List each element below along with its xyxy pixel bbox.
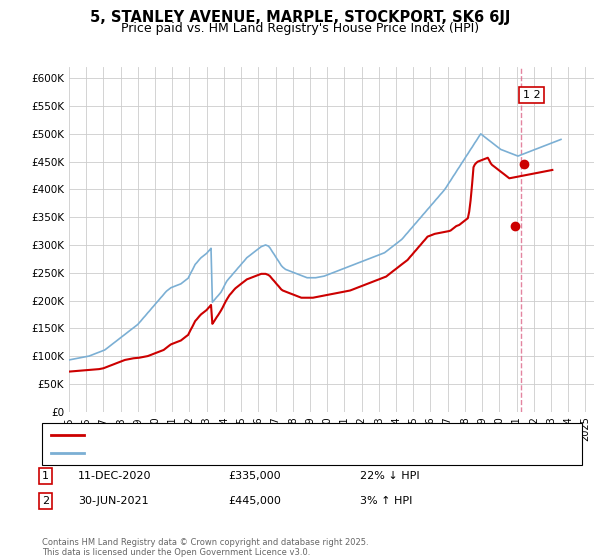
Text: 30-JUN-2021: 30-JUN-2021 <box>78 496 149 506</box>
Text: 3% ↑ HPI: 3% ↑ HPI <box>360 496 412 506</box>
Text: 1 2: 1 2 <box>523 90 540 100</box>
Text: 2: 2 <box>42 496 49 506</box>
Text: 22% ↓ HPI: 22% ↓ HPI <box>360 471 419 481</box>
Text: 5, STANLEY AVENUE, MARPLE, STOCKPORT, SK6 6JJ (detached house): 5, STANLEY AVENUE, MARPLE, STOCKPORT, SK… <box>90 430 449 440</box>
Text: Price paid vs. HM Land Registry's House Price Index (HPI): Price paid vs. HM Land Registry's House … <box>121 22 479 35</box>
Text: £335,000: £335,000 <box>228 471 281 481</box>
Text: 11-DEC-2020: 11-DEC-2020 <box>78 471 151 481</box>
Text: 5, STANLEY AVENUE, MARPLE, STOCKPORT, SK6 6JJ: 5, STANLEY AVENUE, MARPLE, STOCKPORT, SK… <box>90 10 510 25</box>
Text: HPI: Average price, detached house, Stockport: HPI: Average price, detached house, Stoc… <box>90 448 334 458</box>
Text: 1: 1 <box>42 471 49 481</box>
Text: Contains HM Land Registry data © Crown copyright and database right 2025.
This d: Contains HM Land Registry data © Crown c… <box>42 538 368 557</box>
Text: £445,000: £445,000 <box>228 496 281 506</box>
